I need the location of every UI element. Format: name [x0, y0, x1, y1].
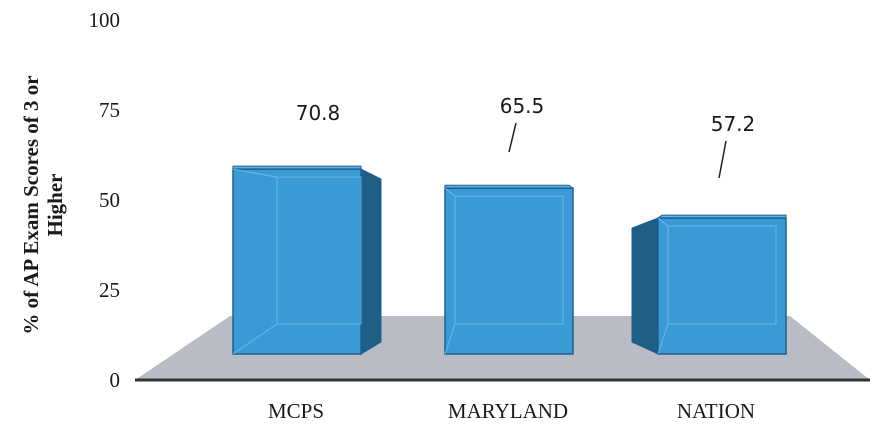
y-axis-title-line-1: % of AP Exam Scores of 3 or [19, 75, 43, 334]
y-tick-label: 75 [99, 98, 120, 122]
bar-front-face [444, 187, 574, 355]
bar-inner-edge [444, 323, 456, 355]
bar-inner-edge [657, 217, 669, 227]
data-label-leader [718, 140, 727, 179]
y-tick-label: 50 [99, 188, 120, 212]
x-category-label: MARYLAND [448, 399, 568, 423]
x-category-label: NATION [677, 399, 755, 423]
bar [232, 165, 382, 355]
y-tick-label: 0 [110, 368, 121, 392]
data-label: 70.8 [296, 101, 341, 125]
y-axis-title: % of AP Exam Scores of 3 or Higher [19, 75, 67, 334]
bar-inner-edge [444, 187, 456, 197]
bar [444, 184, 575, 355]
y-tick-label: 100 [89, 8, 121, 32]
x-axis-labels: MCPS MARYLAND NATION [268, 399, 755, 423]
bar [631, 214, 787, 355]
bar-inner-edge [232, 168, 278, 178]
bar-front-face [657, 217, 787, 355]
bar-inner-edge [232, 323, 278, 355]
data-label: 57.2 [711, 112, 756, 136]
data-label-leader [508, 122, 517, 153]
y-axis-ticks: 0 25 50 75 100 [89, 8, 121, 392]
bar-front-face [232, 168, 362, 355]
data-label: 65.5 [500, 94, 545, 118]
bar-inner-edge [276, 176, 362, 325]
bar-side-face [360, 168, 382, 355]
data-labels: 70.8 65.5 57.2 [296, 94, 756, 179]
bar-side-face [631, 217, 659, 355]
y-tick-label: 25 [99, 278, 120, 302]
bar-inner-edge [657, 323, 669, 355]
bars [232, 165, 787, 355]
bar-inner-edge [667, 225, 777, 325]
x-category-label: MCPS [268, 399, 324, 423]
y-axis-title-line-2: Higher [43, 174, 67, 237]
bar-inner-edge [454, 195, 564, 325]
